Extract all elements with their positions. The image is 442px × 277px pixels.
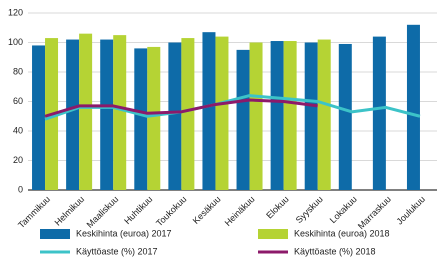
x-tick-label: Lokakuu bbox=[328, 194, 359, 225]
bar bbox=[79, 33, 93, 191]
y-tick-label: 100 bbox=[8, 37, 23, 47]
bar bbox=[236, 49, 250, 190]
x-tick-label: Huhtikuu bbox=[122, 194, 154, 226]
y-tick-label: 120 bbox=[8, 7, 23, 17]
y-tick-label: 80 bbox=[13, 66, 23, 76]
x-tick-label: Kesäkuu bbox=[191, 194, 223, 226]
x-tick-label: Marraskuu bbox=[356, 194, 393, 231]
y-tick-label: 60 bbox=[13, 96, 23, 106]
bar bbox=[406, 24, 420, 190]
legend-label: Käyttöaste (%) 2018 bbox=[294, 246, 376, 256]
bar bbox=[202, 32, 216, 190]
legend-label: Käyttöaste (%) 2017 bbox=[76, 246, 158, 256]
line bbox=[44, 98, 318, 118]
bar bbox=[249, 42, 263, 190]
x-tick-label: Joulukuu bbox=[395, 194, 428, 227]
legend-label: Keskihinta (euroa) 2017 bbox=[76, 228, 172, 238]
bar bbox=[168, 42, 182, 190]
bar bbox=[270, 41, 284, 191]
y-tick-label: 40 bbox=[13, 125, 23, 135]
bar bbox=[338, 43, 352, 190]
bar bbox=[100, 39, 114, 190]
bar bbox=[215, 36, 229, 190]
x-tick-label: Elokuu bbox=[264, 194, 291, 221]
bar bbox=[32, 45, 46, 191]
legend-label: Keskihinta (euroa) 2018 bbox=[294, 228, 390, 238]
bar bbox=[283, 41, 297, 191]
x-tick-label: Syyskuu bbox=[294, 194, 325, 225]
bar bbox=[113, 35, 127, 190]
bar bbox=[147, 46, 161, 190]
bar bbox=[304, 42, 318, 190]
bar bbox=[66, 39, 80, 190]
legend-swatch bbox=[40, 229, 70, 239]
bar bbox=[134, 48, 148, 191]
y-tick-label: 20 bbox=[13, 155, 23, 165]
bar bbox=[317, 39, 331, 190]
bar bbox=[181, 38, 195, 191]
x-tick-label: Maaliskuu bbox=[85, 194, 121, 230]
x-tick-label: Tammikuu bbox=[16, 194, 52, 230]
x-tick-label: Heinäkuu bbox=[223, 194, 257, 228]
x-tick-label: Toukokuu bbox=[154, 194, 188, 228]
bar bbox=[372, 36, 386, 190]
y-tick-label: 0 bbox=[18, 184, 23, 194]
legend-swatch bbox=[258, 229, 288, 239]
x-tick-label: Helmikuu bbox=[53, 194, 87, 228]
